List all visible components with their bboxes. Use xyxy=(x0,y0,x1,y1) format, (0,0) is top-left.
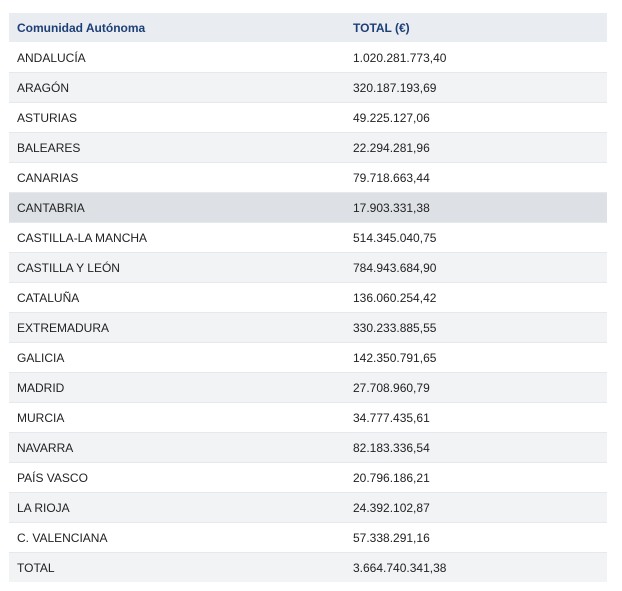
cell-community: CASTILLA Y LEÓN xyxy=(9,253,345,283)
table-row: CANARIAS 79.718.663,44 xyxy=(9,163,607,193)
cell-community: CANARIAS xyxy=(9,163,345,193)
totals-table-container: Comunidad Autónoma TOTAL (€) ANDALUCÍA 1.… xyxy=(9,13,607,582)
totals-by-community-table: Comunidad Autónoma TOTAL (€) ANDALUCÍA 1.… xyxy=(9,13,607,582)
table-row-highlighted: CANTABRIA 17.903.331,38 xyxy=(9,193,607,223)
cell-total: 784.943.684,90 xyxy=(345,253,607,283)
cell-total: 330.233.885,55 xyxy=(345,313,607,343)
cell-total: 79.718.663,44 xyxy=(345,163,607,193)
cell-total: 82.183.336,54 xyxy=(345,433,607,463)
cell-total: 17.903.331,38 xyxy=(345,193,607,223)
cell-total: 24.392.102,87 xyxy=(345,493,607,523)
cell-total: 320.187.193,69 xyxy=(345,73,607,103)
table-row: CATALUÑA 136.060.254,42 xyxy=(9,283,607,313)
table-header: Comunidad Autónoma TOTAL (€) xyxy=(9,13,607,43)
cell-total: 34.777.435,61 xyxy=(345,403,607,433)
table-row: MADRID 27.708.960,79 xyxy=(9,373,607,403)
cell-total: 136.060.254,42 xyxy=(345,283,607,313)
table-row: EXTREMADURA 330.233.885,55 xyxy=(9,313,607,343)
cell-total: 57.338.291,16 xyxy=(345,523,607,553)
cell-total: 142.350.791,65 xyxy=(345,343,607,373)
cell-community: EXTREMADURA xyxy=(9,313,345,343)
cell-total: 27.708.960,79 xyxy=(345,373,607,403)
table-row: ASTURIAS 49.225.127,06 xyxy=(9,103,607,133)
cell-community: GALICIA xyxy=(9,343,345,373)
table-body: ANDALUCÍA 1.020.281.773,40 ARAGÓN 320.187.… xyxy=(9,43,607,582)
cell-community: PAÍS VASCO xyxy=(9,463,345,493)
table-row: PAÍS VASCO 20.796.186,21 xyxy=(9,463,607,493)
table-row: CASTILLA-LA MANCHA 514.345.040,75 xyxy=(9,223,607,253)
cell-community: MADRID xyxy=(9,373,345,403)
cell-community: ASTURIAS xyxy=(9,103,345,133)
cell-total: 514.345.040,75 xyxy=(345,223,607,253)
cell-community: C. VALENCIANA xyxy=(9,523,345,553)
cell-total: 49.225.127,06 xyxy=(345,103,607,133)
cell-total-label: TOTAL xyxy=(9,553,345,582)
cell-community: CASTILLA-LA MANCHA xyxy=(9,223,345,253)
total-row: TOTAL 3.664.740.341,38 xyxy=(9,553,607,582)
table-row: ARAGÓN 320.187.193,69 xyxy=(9,73,607,103)
cell-total: 22.294.281,96 xyxy=(345,133,607,163)
cell-total: 1.020.281.773,40 xyxy=(345,43,607,73)
table-row: MURCIA 34.777.435,61 xyxy=(9,403,607,433)
column-header-total: TOTAL (€) xyxy=(345,13,607,43)
cell-total: 20.796.186,21 xyxy=(345,463,607,493)
table-row: BALEARES 22.294.281,96 xyxy=(9,133,607,163)
cell-community: LA RIOJA xyxy=(9,493,345,523)
cell-community: BALEARES xyxy=(9,133,345,163)
cell-grand-total: 3.664.740.341,38 xyxy=(345,553,607,582)
table-row: C. VALENCIANA 57.338.291,16 xyxy=(9,523,607,553)
cell-community: CANTABRIA xyxy=(9,193,345,223)
column-header-community: Comunidad Autónoma xyxy=(9,13,345,43)
table-row: NAVARRA 82.183.336,54 xyxy=(9,433,607,463)
table-row: ANDALUCÍA 1.020.281.773,40 xyxy=(9,43,607,73)
cell-community: NAVARRA xyxy=(9,433,345,463)
table-row: CASTILLA Y LEÓN 784.943.684,90 xyxy=(9,253,607,283)
header-row: Comunidad Autónoma TOTAL (€) xyxy=(9,13,607,43)
cell-community: ARAGÓN xyxy=(9,73,345,103)
table-row: GALICIA 142.350.791,65 xyxy=(9,343,607,373)
table-row: LA RIOJA 24.392.102,87 xyxy=(9,493,607,523)
cell-community: CATALUÑA xyxy=(9,283,345,313)
cell-community: ANDALUCÍA xyxy=(9,43,345,73)
cell-community: MURCIA xyxy=(9,403,345,433)
